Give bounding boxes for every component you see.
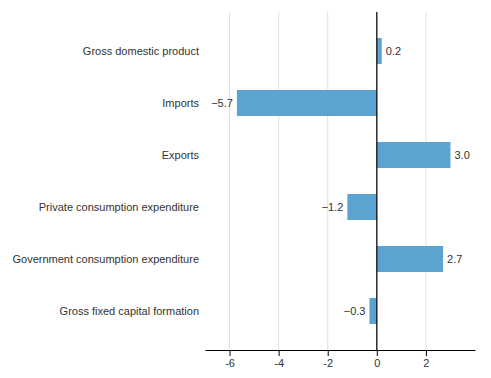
plot-area: -6 -4 -2 0 2 Gross fixed capital formation Gov… [13,12,476,369]
x-tick: -4 [274,350,284,369]
x-tick-mark [426,350,427,356]
baseline [376,12,377,350]
bar [377,246,443,272]
data-label: 2.7 [447,253,462,265]
y-tick-label: Gross domestic product [83,45,199,57]
x-axis: -6 -4 -2 0 2 [206,350,476,369]
grid-line [278,12,279,350]
grid-line [327,12,328,350]
x-tick: -6 [225,350,235,369]
x-tick-mark [279,350,280,356]
x-tick-mark [230,350,231,356]
x-tick-mark [328,350,329,356]
y-tick: Gross fixed capital formation [60,305,205,317]
bar [347,194,376,220]
x-tick: 0 [374,350,380,369]
x-tick-label: 2 [423,357,429,369]
data-label: 3.0 [454,149,469,161]
x-tick: -2 [323,350,333,369]
y-tick-label: Gross fixed capital formation [60,305,199,317]
bars [237,38,451,324]
y-tick-label: Private consumption expenditure [39,201,199,213]
y-tick: Private consumption expenditure [39,201,205,213]
y-tick: Gross domestic product [83,45,205,57]
data-labels: −0.3 2.7 −1.2 3.0 −5.7 0.2 [211,45,470,317]
x-tick: 2 [423,350,429,369]
bar [237,90,377,116]
y-tick-label: Imports [162,97,199,109]
y-tick: Government consumption expenditure [13,253,206,265]
x-tick-label: 0 [374,357,380,369]
x-tick-label: -4 [274,357,284,369]
x-axis-line [206,350,476,351]
bar [377,142,451,168]
y-tick-label: Exports [162,149,200,161]
chart-container: -6 -4 -2 0 2 Gross fixed capital formation Gov… [0,0,491,378]
data-label: −0.3 [344,305,366,317]
y-tick: Exports [162,149,205,161]
y-axis: Gross fixed capital formation Government … [13,45,206,317]
bar [377,38,382,64]
grid-line [425,12,426,350]
chart-svg: -6 -4 -2 0 2 Gross fixed capital formation Gov… [0,0,491,378]
grid-line [229,12,230,350]
data-label: 0.2 [386,45,401,57]
y-tick-label: Government consumption expenditure [13,253,200,265]
data-label: −5.7 [211,97,233,109]
data-label: −1.2 [322,201,344,213]
grid-line [376,12,377,350]
x-tick-label: -2 [323,357,333,369]
x-tick-mark [377,350,378,356]
bar [369,298,376,324]
x-tick-label: -6 [225,357,235,369]
y-tick: Imports [162,97,205,109]
grid [230,12,426,350]
